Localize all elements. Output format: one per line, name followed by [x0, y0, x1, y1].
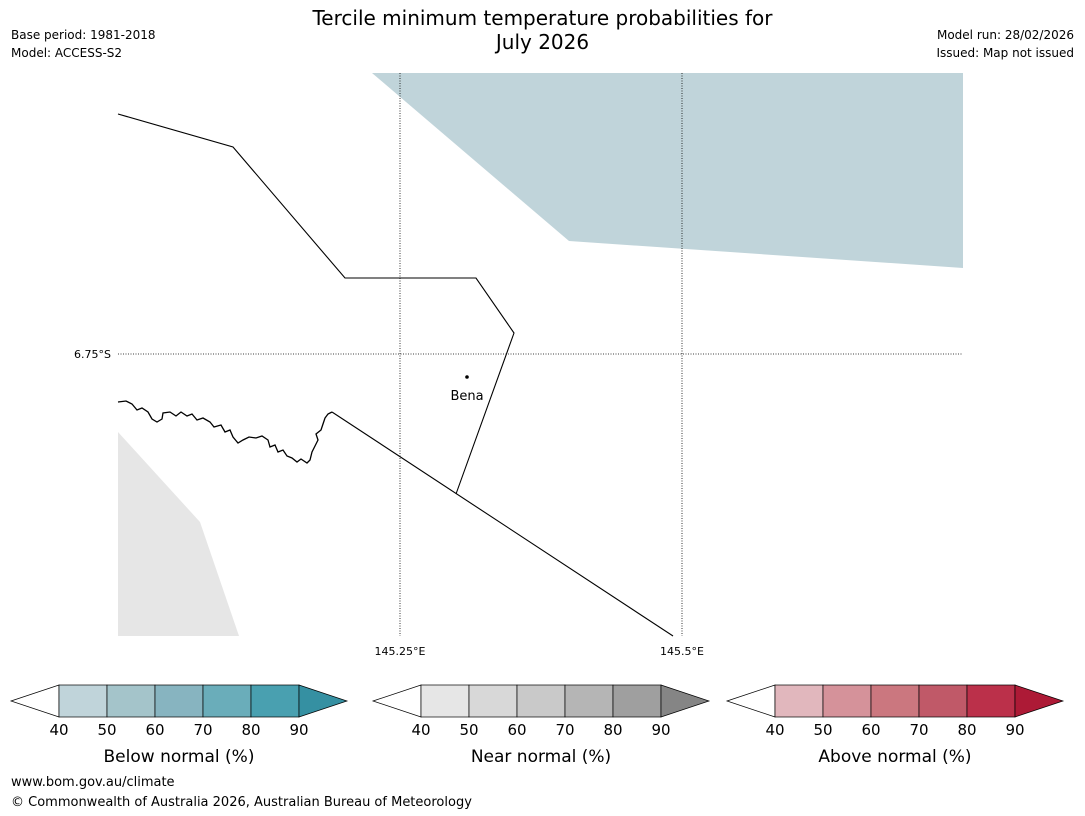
legend-near-bin-80-90: [612, 684, 662, 718]
lat-label: 6.75°S: [74, 348, 111, 361]
legend-below-bin-80-90: [250, 684, 300, 718]
legend-above-extend-high: [1014, 684, 1065, 718]
legend-below-tick-80: 80: [241, 721, 260, 739]
legend-near-tick-40: 40: [411, 721, 430, 739]
base-period: Base period: 1981-2018: [11, 28, 156, 42]
legend-below-bin-70-80: [202, 684, 252, 718]
legend-above-bin-40-50: [774, 684, 824, 718]
meta-left: Base period: 1981-2018 Model: ACCESS-S2: [11, 26, 156, 62]
legend-near-bin-40-50: [420, 684, 470, 718]
legend-below-bin-60-70: [154, 684, 204, 718]
legend-near-tick-80: 80: [603, 721, 622, 739]
below-normal-region: [372, 73, 963, 268]
boundary-line-south: [331, 411, 674, 637]
model-name: Model: ACCESS-S2: [11, 46, 123, 60]
title-line-1: Tercile minimum temperature probabilitie…: [312, 6, 773, 30]
legend-below-tick-90: 90: [289, 721, 308, 739]
legend-below-tick-40: 40: [49, 721, 68, 739]
model-run: Model run: 28/02/2026: [936, 28, 1074, 42]
legend-near-tick-90: 90: [651, 721, 670, 739]
legend-above-bin-70-80: [918, 684, 968, 718]
footer-url: www.bom.gov.au/climate: [11, 775, 175, 790]
legend-below-tick-50: 50: [97, 721, 116, 739]
legend-below-tick-60: 60: [145, 721, 164, 739]
legend-below-bin-40-50: [58, 684, 108, 718]
footer-copyright: © Commonwealth of Australia 2026, Austra…: [11, 795, 472, 810]
lon-label-145-25: 145.25°E: [375, 645, 426, 658]
legend-above-extend-low: [725, 684, 776, 718]
place-label-bena: Bena: [450, 389, 483, 404]
legend-below-extend-high: [298, 684, 349, 718]
no-data-region: [118, 432, 239, 636]
lon-label-145-5: 145.5°E: [660, 645, 704, 658]
legend-above-tick-50: 50: [813, 721, 832, 739]
legend-near-tick-60: 60: [507, 721, 526, 739]
legend-near-extend-low: [371, 684, 422, 718]
legend-below-normal: 40 50 60 70 80 90 Below normal (%): [9, 684, 349, 767]
legend-near-normal: 40 50 60 70 80 90 Near normal (%): [371, 684, 711, 767]
legend-above-bin-60-70: [870, 684, 920, 718]
legend-near-tick-70: 70: [555, 721, 574, 739]
legend-above-tick-70: 70: [909, 721, 928, 739]
legend-above-tick-60: 60: [861, 721, 880, 739]
legend-below-label: Below normal (%): [104, 747, 255, 767]
legend-near-label: Near normal (%): [471, 747, 611, 767]
map-title: Tercile minimum temperature probabilitie…: [0, 6, 1085, 54]
legend-above-label: Above normal (%): [818, 747, 971, 767]
legend-above-tick-40: 40: [765, 721, 784, 739]
legend-below-tick-70: 70: [193, 721, 212, 739]
legend-above-bin-80-90: [966, 684, 1016, 718]
legend-near-extend-high: [660, 684, 711, 718]
river-line: [117, 400, 333, 464]
legend-near-bin-50-60: [468, 684, 518, 718]
boundary-line-north: [117, 113, 515, 495]
bena-marker: [465, 375, 469, 379]
legend-near-tick-50: 50: [459, 721, 478, 739]
legend-below-extend-low: [9, 684, 60, 718]
legend-above-bin-50-60: [822, 684, 872, 718]
legend-below-bin-50-60: [106, 684, 156, 718]
issued-status: Issued: Map not issued: [936, 46, 1074, 60]
legend-above-normal: 40 50 60 70 80 90 Above normal (%): [725, 684, 1065, 767]
title-line-2: July 2026: [495, 30, 590, 54]
legend-above-tick-90: 90: [1005, 721, 1024, 739]
meta-right: Model run: 28/02/2026 Issued: Map not is…: [936, 26, 1074, 62]
legend-above-tick-80: 80: [957, 721, 976, 739]
legend-near-bin-60-70: [516, 684, 566, 718]
legend-near-bin-70-80: [564, 684, 614, 718]
